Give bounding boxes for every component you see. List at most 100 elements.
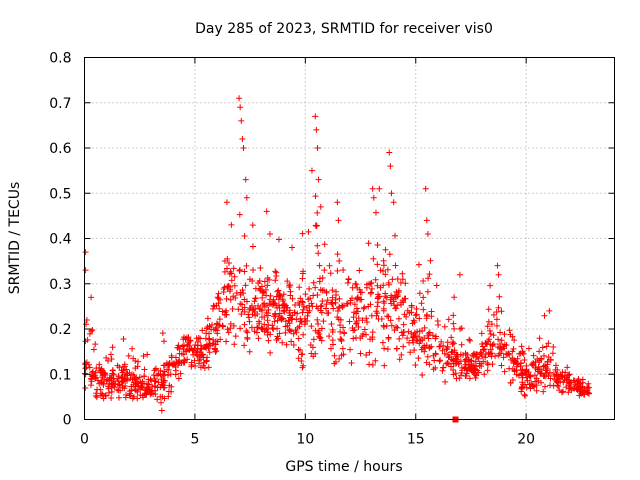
data-point bbox=[108, 355, 115, 362]
data-point bbox=[472, 358, 479, 365]
data-point bbox=[321, 241, 328, 248]
data-point bbox=[255, 302, 262, 309]
data-point bbox=[550, 344, 557, 351]
data-point bbox=[261, 278, 268, 285]
data-point bbox=[482, 354, 489, 361]
data-point bbox=[511, 357, 518, 364]
data-point bbox=[498, 346, 505, 353]
data-point bbox=[116, 382, 123, 389]
data-point bbox=[88, 294, 95, 301]
data-point bbox=[196, 360, 203, 367]
data-point bbox=[266, 276, 273, 283]
data-point bbox=[501, 331, 508, 338]
data-point bbox=[346, 318, 353, 325]
data-point bbox=[283, 341, 290, 348]
data-point bbox=[192, 363, 199, 370]
data-point bbox=[114, 375, 121, 382]
data-point bbox=[107, 351, 114, 358]
data-point bbox=[110, 371, 117, 378]
data-point bbox=[426, 344, 433, 351]
data-point bbox=[394, 276, 401, 283]
data-point bbox=[355, 324, 362, 331]
data-point bbox=[230, 322, 237, 329]
data-point bbox=[387, 296, 394, 303]
data-point bbox=[456, 271, 463, 278]
data-point bbox=[307, 342, 314, 349]
data-point bbox=[123, 377, 130, 384]
data-point bbox=[396, 335, 403, 342]
data-point bbox=[289, 312, 296, 319]
data-point bbox=[490, 332, 497, 339]
data-point bbox=[448, 334, 455, 341]
data-point bbox=[353, 320, 360, 327]
data-point bbox=[410, 333, 417, 340]
data-point bbox=[219, 322, 226, 329]
data-point bbox=[465, 356, 472, 363]
data-point bbox=[377, 267, 384, 274]
data-point bbox=[144, 351, 151, 358]
data-point bbox=[532, 378, 539, 385]
data-point bbox=[223, 338, 230, 345]
data-point bbox=[495, 271, 502, 278]
data-point bbox=[451, 347, 458, 354]
data-point bbox=[368, 289, 375, 296]
data-point bbox=[460, 351, 467, 358]
data-point bbox=[440, 342, 447, 349]
data-point bbox=[159, 372, 166, 379]
data-point bbox=[244, 336, 251, 342]
data-point bbox=[118, 374, 125, 381]
data-point bbox=[536, 357, 543, 364]
data-point bbox=[488, 321, 495, 328]
data-point bbox=[392, 305, 399, 312]
data-point bbox=[424, 288, 431, 295]
data-point bbox=[201, 364, 208, 371]
data-point bbox=[521, 357, 528, 364]
data-point bbox=[267, 292, 274, 299]
data-point bbox=[551, 376, 558, 383]
data-point bbox=[466, 375, 473, 382]
data-point bbox=[255, 318, 262, 325]
data-point bbox=[395, 315, 402, 322]
data-point bbox=[209, 305, 216, 312]
data-point bbox=[206, 322, 213, 329]
data-point bbox=[345, 276, 352, 283]
data-point bbox=[252, 295, 259, 302]
data-point bbox=[232, 333, 239, 340]
data-point bbox=[315, 176, 322, 183]
data-point bbox=[225, 282, 232, 289]
data-point bbox=[109, 367, 116, 374]
data-point bbox=[230, 265, 237, 272]
data-point bbox=[320, 318, 327, 325]
data-point bbox=[539, 344, 546, 351]
data-point bbox=[259, 301, 266, 308]
data-point bbox=[546, 307, 553, 314]
data-point bbox=[566, 379, 573, 386]
data-point bbox=[533, 387, 540, 394]
data-point bbox=[160, 377, 167, 384]
data-point bbox=[94, 377, 101, 384]
data-point bbox=[506, 365, 513, 372]
data-point bbox=[334, 267, 341, 274]
data-point bbox=[114, 362, 121, 369]
data-point bbox=[385, 281, 392, 288]
data-point bbox=[99, 368, 106, 375]
data-point bbox=[523, 362, 530, 369]
data-point bbox=[333, 292, 340, 299]
data-point bbox=[421, 335, 428, 342]
data-point bbox=[540, 388, 547, 395]
data-point bbox=[193, 335, 200, 342]
data-point bbox=[313, 222, 320, 229]
data-point bbox=[431, 357, 438, 364]
data-point bbox=[197, 346, 204, 353]
data-point bbox=[370, 255, 377, 262]
data-point bbox=[352, 320, 359, 327]
data-point bbox=[421, 324, 428, 331]
data-point bbox=[236, 211, 243, 218]
data-point bbox=[497, 329, 504, 336]
data-point bbox=[500, 354, 507, 361]
data-point bbox=[279, 315, 286, 322]
data-point bbox=[317, 334, 324, 341]
data-point bbox=[400, 321, 407, 328]
data-point bbox=[426, 361, 433, 368]
data-point bbox=[125, 352, 132, 359]
